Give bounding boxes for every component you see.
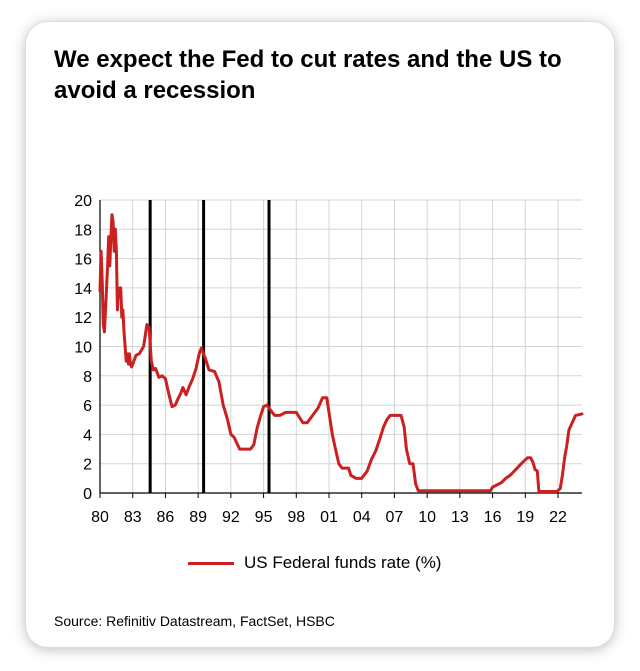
source-note: Source: Refinitiv Datastream, FactSet, H… [54, 613, 335, 629]
legend-label: US Federal funds rate (%) [244, 553, 442, 572]
y-tick-label: 10 [74, 340, 92, 357]
y-tick-label: 12 [74, 310, 92, 327]
x-tick-label: 89 [189, 509, 207, 526]
x-tick-label: 83 [124, 509, 142, 526]
y-tick-label: 18 [74, 222, 92, 239]
chart-title: We expect the Fed to cut rates and the U… [54, 46, 562, 104]
y-tick-label: 2 [83, 457, 92, 474]
chart-legend: US Federal funds rate (%) [188, 549, 441, 577]
x-tick-label: 07 [386, 509, 404, 526]
x-tick-label: 16 [484, 509, 502, 526]
y-tick-label: 14 [74, 281, 92, 298]
y-tick-label: 20 [74, 193, 92, 210]
x-tick-label: 04 [353, 509, 371, 526]
y-tick-label: 6 [83, 398, 92, 415]
x-tick-label: 22 [549, 509, 567, 526]
x-tick-label: 10 [418, 509, 436, 526]
x-tick-label: 95 [255, 509, 273, 526]
x-tick-label: 86 [157, 509, 175, 526]
y-tick-label: 4 [83, 427, 92, 444]
x-tick-label: 92 [222, 509, 240, 526]
x-tick-label: 98 [287, 509, 305, 526]
x-tick-label: 01 [320, 509, 338, 526]
y-tick-label: 0 [83, 486, 92, 503]
y-tick-label: 16 [74, 252, 92, 269]
x-tick-label: 13 [451, 509, 469, 526]
legend-swatch [188, 561, 234, 565]
x-tick-label: 80 [91, 509, 109, 526]
y-tick-label: 8 [83, 369, 92, 386]
fed-funds-rate-line [98, 213, 584, 493]
x-tick-label: 19 [516, 509, 534, 526]
